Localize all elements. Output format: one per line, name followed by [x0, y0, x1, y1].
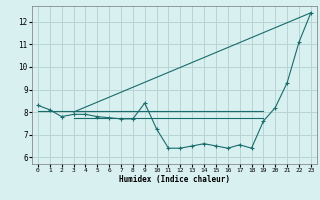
X-axis label: Humidex (Indice chaleur): Humidex (Indice chaleur)	[119, 175, 230, 184]
